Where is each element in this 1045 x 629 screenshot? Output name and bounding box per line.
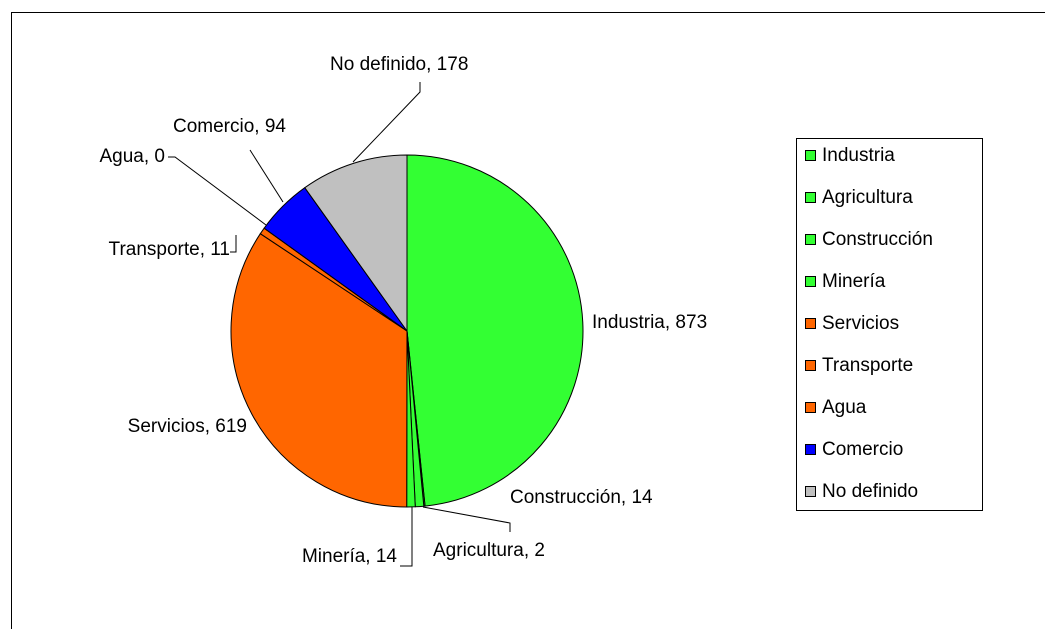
leader-line	[249, 149, 284, 203]
data-label: Transporte, 11	[109, 239, 230, 260]
legend-box	[796, 138, 983, 511]
legend-swatch	[805, 192, 816, 203]
legend-swatch	[805, 150, 816, 161]
data-label: Agricultura, 2	[433, 540, 545, 561]
data-label: Minería, 14	[302, 546, 397, 567]
pie-slice	[406, 154, 584, 507]
legend-label: Construcción	[822, 229, 933, 250]
data-label: Agua, 0	[100, 146, 166, 167]
legend-label: Comercio	[822, 439, 903, 460]
legend-label: Agua	[822, 397, 867, 418]
legend-label: Agricultura	[822, 187, 913, 208]
legend-label: Minería	[822, 271, 886, 292]
legend-swatch	[805, 402, 816, 413]
legend-label: Transporte	[822, 355, 913, 376]
legend-swatch	[805, 360, 816, 371]
data-label: No definido, 178	[330, 54, 468, 75]
leader-line	[168, 156, 267, 226]
data-label: Servicios, 619	[128, 416, 247, 437]
legend-swatch	[805, 318, 816, 329]
leader-line	[422, 506, 511, 532]
legend-swatch	[805, 486, 816, 497]
legend-label: No definido	[822, 481, 918, 502]
data-label: Comercio, 94	[173, 116, 286, 137]
legend-swatch	[805, 444, 816, 455]
data-label: Construcción, 14	[510, 487, 653, 508]
pie-slice	[304, 154, 408, 333]
legend-swatch	[805, 234, 816, 245]
leader-line	[230, 235, 237, 253]
legend-label: Servicios	[822, 313, 899, 334]
leader-line	[352, 82, 421, 163]
leader-line	[400, 507, 413, 567]
legend-label: Industria	[822, 145, 895, 166]
legend-swatch	[805, 276, 816, 287]
leader-lines	[168, 82, 511, 567]
data-label: Industria, 873	[592, 312, 707, 333]
